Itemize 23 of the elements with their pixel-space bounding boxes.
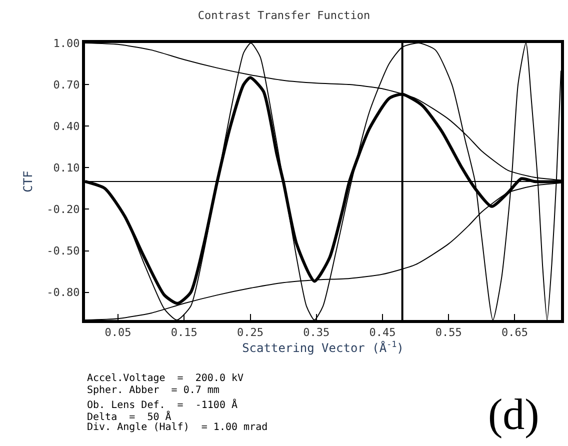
y-tick-label: 0.40: [53, 120, 80, 133]
text: (d): [488, 390, 540, 439]
text: Accel.Voltage = 200.0 kV: [87, 373, 244, 384]
x-tick-label: 0.05: [104, 326, 132, 340]
y-tick-label: 0.70: [53, 78, 80, 92]
x-tick-label: 0.45: [369, 326, 396, 340]
y-tick-label: 0.10: [53, 162, 80, 174]
chart-title: Contrast Transfer Function: [198, 8, 370, 22]
x-tick-label: 0.55: [435, 326, 462, 340]
x-tick-label: 0.15: [170, 326, 198, 340]
text: Spher. Abber = 0.7 mm: [87, 385, 220, 396]
y-axis-title: CTF: [20, 170, 35, 192]
text: Div. Angle (Half) = 1.00 mrad: [87, 422, 268, 433]
x-axis-title: Scattering Vector (Å$^{-1}$): [242, 339, 404, 356]
y-tick-label: -0.80: [46, 286, 80, 300]
y-tick-label: 1.00: [53, 36, 80, 50]
x-tick-label: 0.25: [237, 326, 264, 340]
y-tick-label: -0.20: [46, 203, 80, 216]
x-tick-label: 0.35: [303, 326, 330, 340]
text: Delta = 50 Å: [87, 410, 172, 423]
y-tick-label: -0.50: [46, 244, 80, 258]
text: Ob. Lens Def. = -1100 Å: [87, 398, 238, 411]
x-tick-label: 0.65: [501, 326, 528, 340]
